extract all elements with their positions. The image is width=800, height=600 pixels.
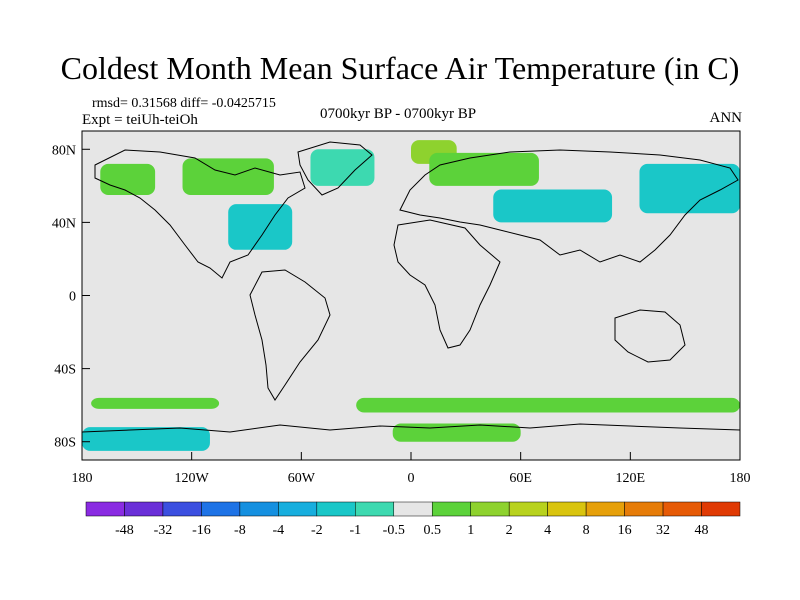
colorbar-swatch: [393, 501, 433, 517]
colorbar-label: 2: [506, 523, 513, 538]
lon-tick-label: 180: [730, 471, 751, 486]
lon-tick-label: 120E: [616, 471, 646, 486]
anomaly-region-0: [228, 204, 293, 250]
anomaly-region-3: [310, 149, 375, 186]
colorbar-swatch: [662, 501, 702, 517]
map-title: Coldest Month Mean Surface Air Temperatu…: [60, 50, 740, 86]
colorbar-swatch: [162, 501, 202, 517]
africa-coast: [393, 219, 501, 349]
colorbar-label: 1: [467, 523, 474, 538]
colorbar-label: -8: [234, 523, 246, 538]
colorbar-label: -32: [154, 523, 173, 538]
colorbar-swatch: [355, 501, 395, 517]
colorbar-label: -1: [349, 523, 361, 538]
colorbar-label: 16: [618, 523, 632, 538]
coastlines: [81, 141, 741, 433]
period-label: 0700kyr BP - 0700kyr BP: [320, 106, 477, 122]
colorbar-label: -16: [192, 523, 211, 538]
eurasia-coast: [399, 149, 739, 263]
lat-tick-label: 0: [69, 290, 76, 305]
colorbar-swatch: [624, 501, 664, 517]
colorbar-swatch: [547, 501, 587, 517]
lat-tick-label: 40N: [52, 216, 76, 231]
colorbar-label: -4: [273, 523, 285, 538]
anomaly-region-6: [493, 189, 613, 223]
stats-label: rmsd= 0.31568 diff= -0.0425715: [92, 96, 276, 111]
colorbar-label: -48: [115, 523, 134, 538]
longitude-axis: 180 120W 60W 0 60E 120E 180: [72, 452, 751, 486]
lat-tick-label: 40S: [54, 363, 76, 378]
lon-tick-label: 60E: [509, 471, 532, 486]
colorbar-swatch: [431, 501, 471, 517]
australia-coast: [614, 309, 686, 363]
lon-tick-label: 180: [72, 471, 93, 486]
colorbar-swatch: [278, 501, 318, 517]
colorbar-label: -0.5: [383, 523, 405, 538]
colorbar-swatch: [701, 501, 741, 517]
colorbar-swatch: [508, 501, 548, 517]
anomaly-regions: [82, 140, 740, 451]
anomaly-region-1: [182, 158, 274, 195]
lat-tick-label: 80S: [54, 436, 76, 451]
season-label: ANN: [709, 110, 743, 126]
anomaly-region-2: [100, 163, 156, 195]
colorbar-swatch: [239, 501, 279, 517]
north-america-coast: [94, 149, 306, 279]
colorbar-label: 48: [695, 523, 709, 538]
colorbar-swatch: [585, 501, 625, 517]
colorbar-label: 0.5: [423, 523, 441, 538]
colorbar: -48 -32 -16 -8 -4 -2 -1 -0.5 0.5 1 2 4 8 16 32 48: [85, 501, 741, 538]
anomaly-region-5: [429, 152, 539, 186]
colorbar-swatch: [85, 501, 125, 517]
latitude-axis: 80N 40N 0 40S 80S: [52, 143, 90, 451]
anomaly-region-10: [82, 427, 210, 451]
colorbar-swatch: [124, 501, 164, 517]
colorbar-swatch: [316, 501, 356, 517]
colorbar-swatch: [201, 501, 241, 517]
lon-tick-label: 120W: [175, 471, 210, 486]
colorbar-swatch: [470, 501, 510, 517]
antarctica-coast: [81, 423, 741, 433]
anomaly-region-9: [356, 397, 740, 413]
lat-tick-label: 80N: [52, 143, 76, 158]
south-america-coast: [249, 269, 331, 401]
lon-tick-label: 0: [408, 471, 415, 486]
anomaly-region-7: [639, 163, 740, 214]
colorbar-label: -2: [311, 523, 323, 538]
lon-tick-label: 60W: [288, 471, 316, 486]
anomaly-region-8: [91, 397, 220, 409]
colorbar-label: 4: [544, 523, 551, 538]
experiment-label: Expt = teiUh-teiOh: [82, 112, 198, 128]
colorbar-label: 32: [656, 523, 670, 538]
colorbar-label: 8: [583, 523, 590, 538]
greenland-coast: [297, 141, 373, 196]
